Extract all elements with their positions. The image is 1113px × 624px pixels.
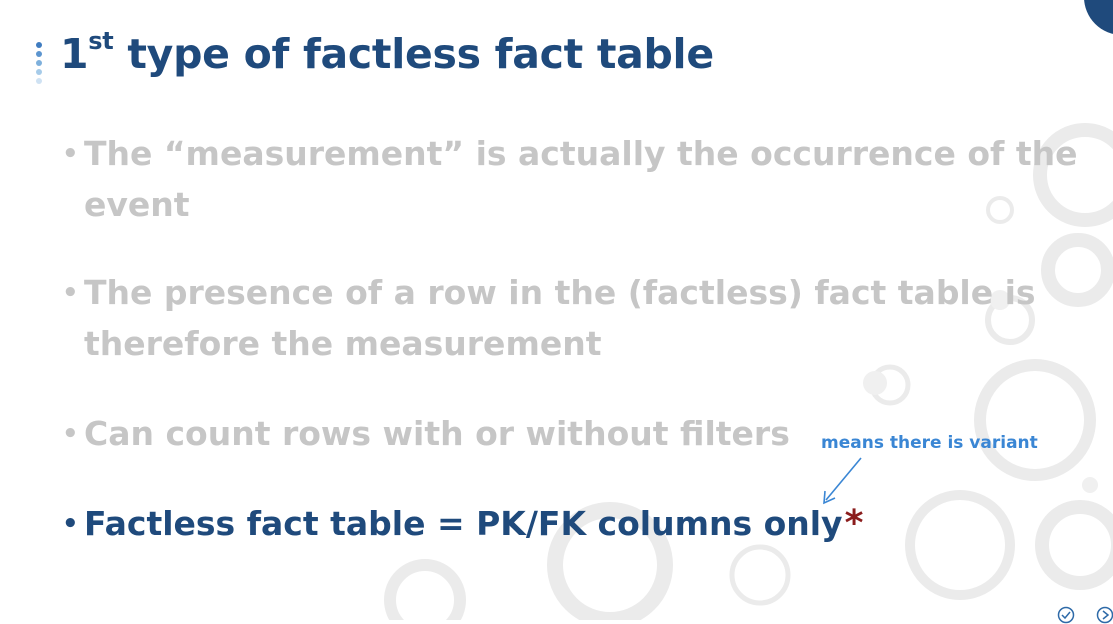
- bullet-text: Factless fact table = PK/FK columns only: [84, 504, 843, 543]
- annotation-note: means there is variant: [821, 433, 1038, 453]
- bullet-item: • The “measurement” is actually the occur…: [62, 128, 1077, 230]
- bullet-dot: •: [62, 419, 79, 449]
- bullet-text: Can count rows with or without filters: [84, 414, 790, 453]
- title-number: 1: [60, 30, 89, 78]
- bullet-dot: •: [62, 278, 79, 308]
- bullet-text: The presence of a row in the (factless) …: [84, 273, 1036, 312]
- slide-title: 1st type of factless fact table: [60, 27, 714, 78]
- bullet-item-highlighted: • Factless fact table = PK/FK columns onl…: [62, 498, 863, 550]
- title-rest: type of factless fact table: [113, 30, 714, 78]
- bullet-item: • The presence of a row in the (factless)…: [62, 267, 1036, 369]
- bullet-item: • Can count rows with or without filters: [62, 408, 790, 460]
- bullet-text-continued: therefore the measurement: [84, 324, 602, 363]
- title-superscript: st: [88, 27, 114, 56]
- bullet-dot: •: [62, 509, 79, 539]
- annotation-arrow-icon: [823, 457, 862, 505]
- vertical-dots-icon: [35, 42, 43, 84]
- bullet-dot: •: [62, 139, 79, 169]
- bullet-text-continued: event: [84, 185, 190, 224]
- next-circle-icon[interactable]: [1096, 606, 1113, 624]
- bullet-text: The “measurement” is actually the occurr…: [84, 134, 1078, 173]
- check-circle-icon[interactable]: [1057, 606, 1075, 624]
- asterisk-marker: *: [844, 503, 864, 544]
